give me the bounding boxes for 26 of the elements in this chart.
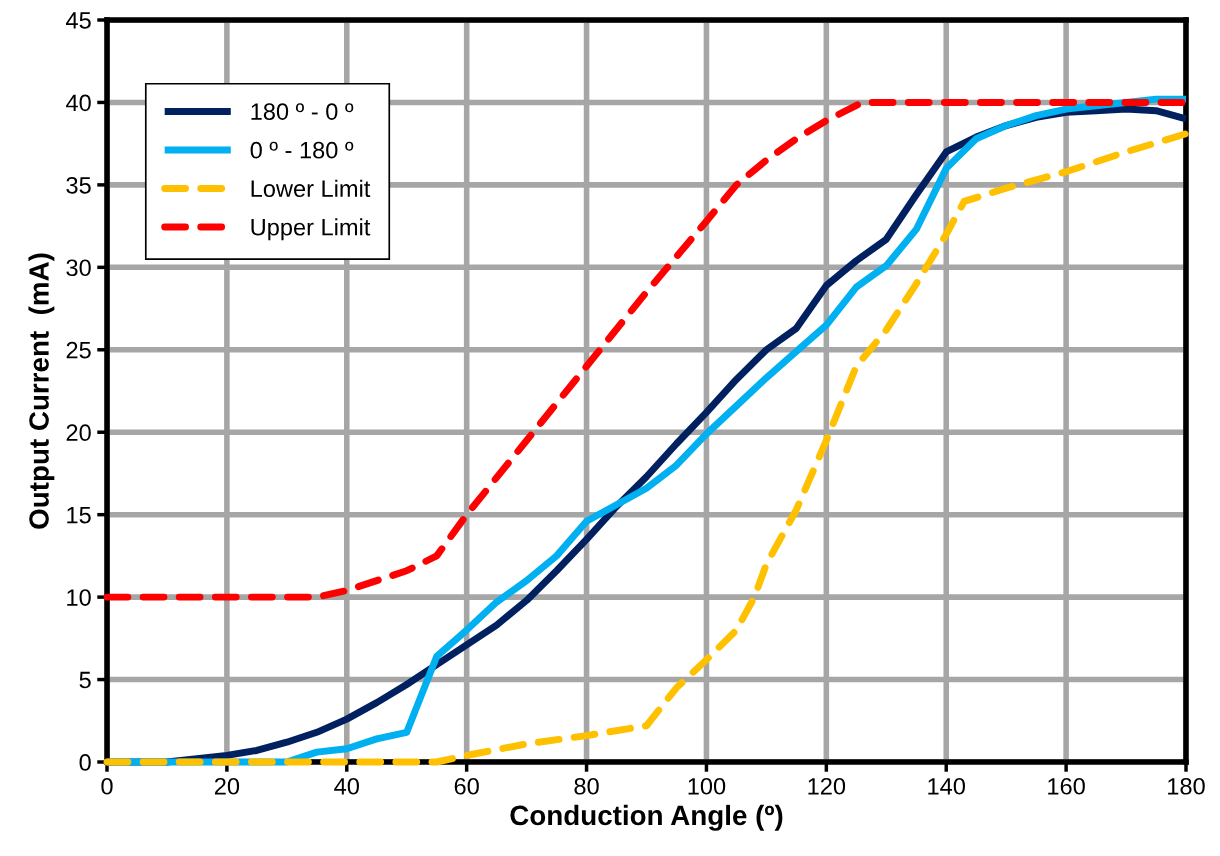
y-tick-label: 5 — [79, 671, 91, 689]
x-tick-label: 100 — [688, 777, 726, 795]
x-tick-label: 80 — [574, 777, 599, 795]
legend-label: 0 º - 180 º — [250, 141, 354, 159]
y-tick-label: 25 — [66, 341, 91, 359]
y-axis-title: Output Current (mA) — [28, 253, 55, 529]
y-tick-label: 0 — [79, 754, 91, 771]
x-tick-label: 60 — [454, 777, 479, 795]
x-tick-label: 0 — [101, 777, 113, 795]
legend-label: 180 º - 0 º — [251, 103, 354, 120]
x-tick-label: 20 — [214, 777, 240, 795]
legend-label: Upper Limit — [251, 218, 371, 241]
legend-label: Lower Limit — [251, 179, 371, 198]
x-tick-label: 140 — [928, 777, 965, 795]
y-tick-label: 20 — [66, 424, 91, 442]
y-tick-label: 35 — [66, 176, 91, 194]
x-tick-label: 40 — [334, 777, 359, 795]
x-axis-title: Conduction Angle (º) — [510, 804, 783, 831]
y-tick-label: 10 — [67, 589, 91, 606]
x-tick-label: 160 — [1048, 777, 1085, 795]
y-tick-label: 45 — [66, 12, 91, 29]
y-tick-label: 40 — [66, 94, 91, 112]
y-tick-label: 15 — [67, 506, 91, 524]
x-tick-label: 180 — [1168, 777, 1205, 795]
y-tick-label: 30 — [66, 259, 91, 277]
x-tick-label: 120 — [808, 777, 846, 795]
